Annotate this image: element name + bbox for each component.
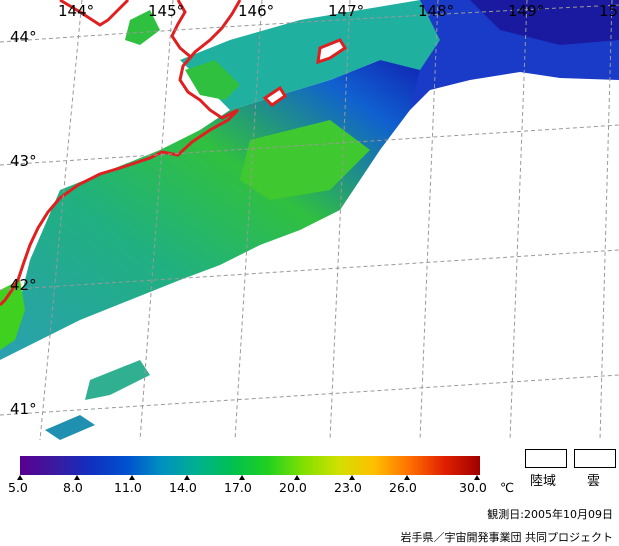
sea-surface-north <box>180 0 440 110</box>
island-outline-1 <box>316 38 348 65</box>
tick-mark <box>17 475 23 480</box>
longitude-label-148: 148° <box>418 2 455 20</box>
scale-tick-11: 11.0 <box>114 480 142 495</box>
scale-tick-17: 17.0 <box>224 480 252 495</box>
sea-surface-navy <box>470 0 619 45</box>
unit-label: ℃ <box>500 480 515 495</box>
land-swatch <box>525 449 567 468</box>
credit-text: 岩手県／宇宙開発事業団 共同プロジェクト <box>400 531 614 544</box>
longitude-label-149: 149° <box>508 2 545 20</box>
temperature-color-scale <box>20 456 480 475</box>
scale-tick-8: 8.0 <box>63 480 83 495</box>
latitude-label-41: 41° <box>10 400 37 418</box>
longitude-label-150: 15 <box>599 2 619 20</box>
cloud-label: 雲 <box>587 474 601 489</box>
sst-map <box>0 0 619 440</box>
tick-mark <box>349 475 355 480</box>
tick-mark <box>474 475 480 480</box>
scale-tick-14: 14.0 <box>169 480 197 495</box>
tick-mark <box>129 475 135 480</box>
longitude-label-147: 147° <box>328 2 365 20</box>
sea-surface-green-center <box>240 120 370 200</box>
hokkaido-coastline <box>0 0 242 307</box>
latitude-label-42: 42° <box>10 276 37 294</box>
scale-tick-20: 20.0 <box>279 480 307 495</box>
scale-tick-30: 30.0 <box>459 480 487 495</box>
sea-surface-main <box>0 55 420 360</box>
northern-coastline <box>59 0 130 27</box>
tick-mark <box>184 475 190 480</box>
sea-surface-green-north <box>185 60 240 100</box>
longitude-label-146: 146° <box>238 2 275 20</box>
tick-mark <box>404 475 410 480</box>
tick-mark <box>74 475 80 480</box>
tick-mark <box>239 475 245 480</box>
cloud-swatch <box>574 449 616 468</box>
sea-patch-north <box>125 10 160 45</box>
island-outline-2 <box>262 85 288 107</box>
tick-mark <box>294 475 300 480</box>
sea-patch-south <box>85 360 150 400</box>
longitude-label-145: 145° <box>148 2 185 20</box>
scale-tick-23: 23.0 <box>334 480 362 495</box>
latitude-label-43: 43° <box>10 152 37 170</box>
graticule <box>0 0 619 440</box>
sea-patch-south-2 <box>45 415 95 440</box>
observation-date: 観測日:2005年10月09日 <box>487 508 613 521</box>
scale-tick-26: 26.0 <box>389 480 417 495</box>
longitude-label-144: 144° <box>58 2 95 20</box>
latitude-label-44: 44° <box>10 28 37 46</box>
scale-tick-5: 5.0 <box>8 480 28 495</box>
land-label: 陸域 <box>530 474 557 489</box>
